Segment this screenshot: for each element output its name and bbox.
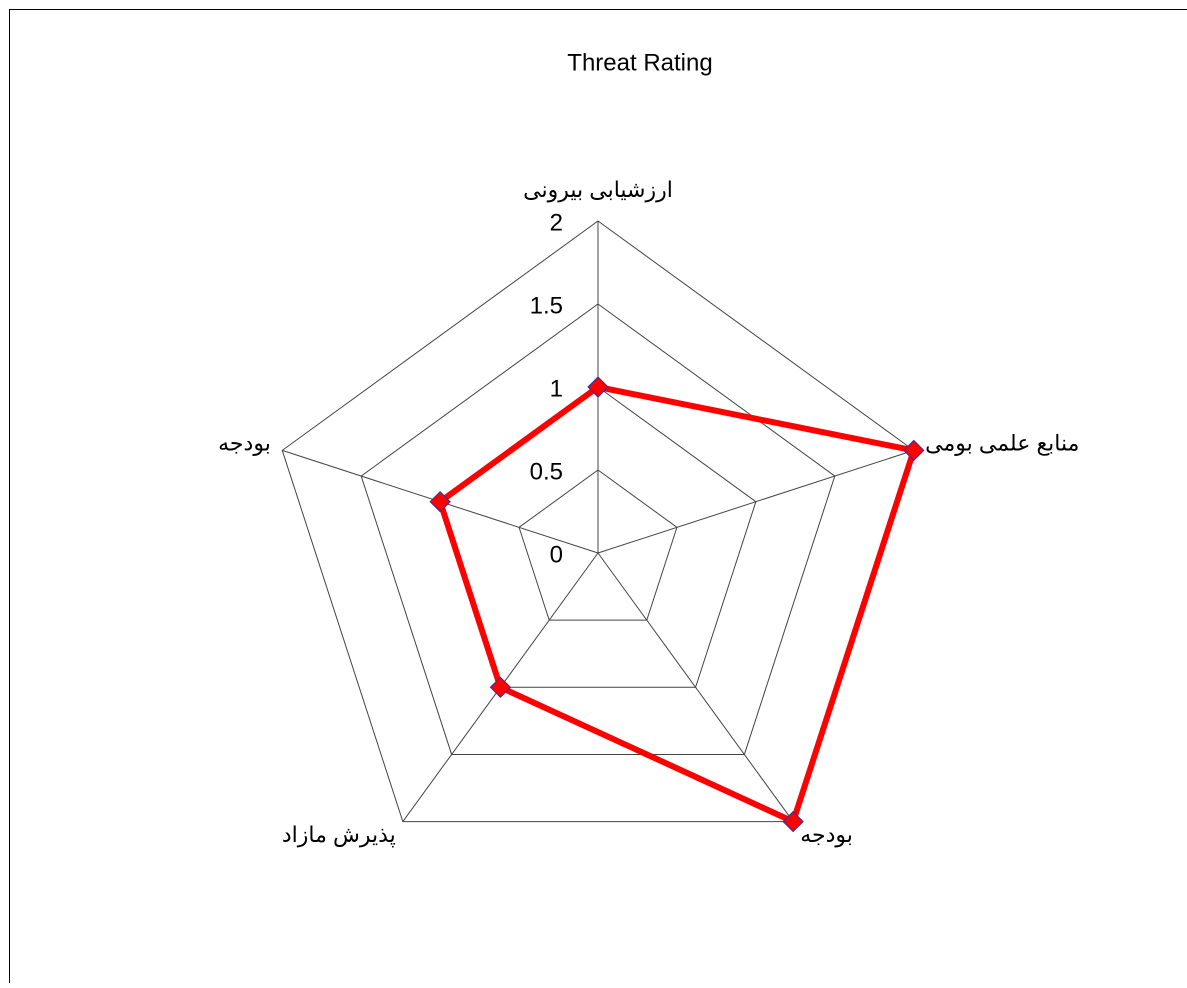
y-tick-label: 1.5	[530, 292, 563, 319]
category-label: بودجه	[800, 822, 853, 847]
axis-spoke	[598, 450, 914, 553]
y-tick-label: 0.5	[530, 458, 563, 485]
y-tick-label: 0	[550, 541, 563, 568]
category-label: بودجه	[218, 431, 271, 456]
y-tick-label: 1	[550, 375, 563, 402]
series-line	[440, 387, 914, 822]
data-point	[904, 440, 924, 460]
category-label: منابع علمی بومی	[925, 431, 1079, 456]
category-label: پذیرش مازاد	[282, 822, 396, 848]
category-label: ارزشیابی بیرونی	[523, 177, 673, 202]
y-tick-label: 2	[550, 209, 563, 236]
chart-title: Threat Rating	[567, 49, 712, 76]
data-point	[490, 677, 510, 697]
